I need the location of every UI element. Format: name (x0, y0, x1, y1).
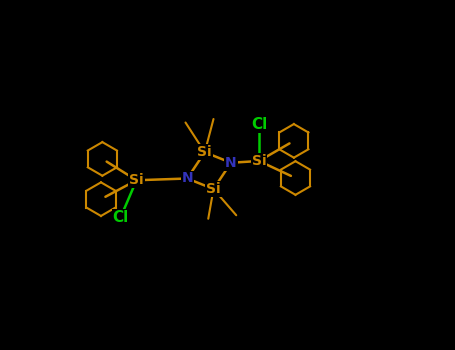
Text: N: N (225, 156, 237, 170)
Text: Si: Si (252, 154, 266, 168)
Text: Cl: Cl (113, 210, 129, 224)
Text: Si: Si (129, 173, 144, 187)
Text: Si: Si (197, 145, 212, 159)
Text: N: N (182, 172, 193, 186)
Text: Cl: Cl (251, 117, 267, 132)
Text: Si: Si (206, 182, 221, 196)
